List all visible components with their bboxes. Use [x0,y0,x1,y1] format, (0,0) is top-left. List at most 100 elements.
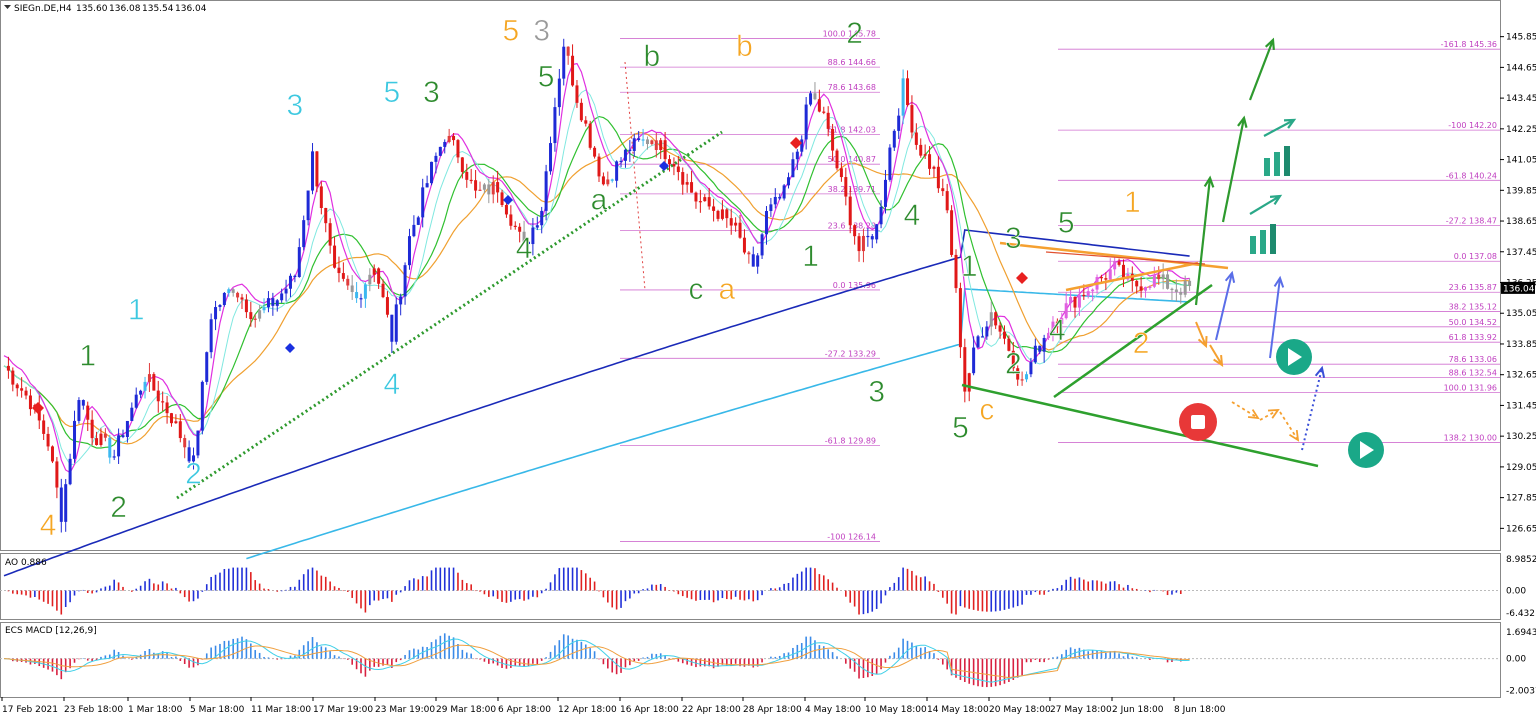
candle-body [196,430,200,456]
candle-body [632,138,636,151]
candle-body [500,192,504,206]
candle-body [1073,296,1077,308]
orange-dotted-arrow-head [1247,409,1260,420]
candle-body [187,447,191,462]
wave-label: 4 [516,232,533,265]
candle-body [103,433,107,438]
ohlc-low: 135.54 [142,4,174,14]
candle-body [690,182,694,193]
price-tick-label: 138.65 [1506,217,1536,227]
candle-body [161,401,165,403]
candle-body [584,120,588,124]
ohlc-high: 136.08 [109,4,141,14]
wave-label: 5 [1058,207,1075,240]
candle-body [1139,286,1143,291]
dropdown-triangle-icon[interactable] [4,5,11,9]
candle-body [200,381,204,431]
candle-body [870,236,874,240]
fib-level-label: -100 142.20 [1448,121,1497,130]
candle-body [1064,303,1068,319]
candle-body [434,155,438,162]
rising-support-line [1053,283,1213,399]
candle-body [266,298,270,308]
fib-level-label: -27.2 138.47 [1446,217,1497,226]
blue-up-arrow [1215,272,1233,341]
fib-level-label: 23.6 135.87 [1449,283,1497,292]
time-tick-label: 17 Feb 2021 [2,705,58,715]
candle-body [914,132,918,145]
candle-body [989,312,993,327]
candle-body [967,373,971,392]
candle-body [888,147,892,180]
candle-body [412,224,416,237]
candle-body [337,267,341,274]
fib-level-label: 61.8 133.92 [1449,333,1497,342]
candle-body [747,252,751,255]
candle-body [1148,286,1152,288]
candle-body [839,168,843,178]
ao-tick-label: -6.432 [1506,609,1535,619]
candle-body [857,236,861,252]
candle-body [1170,288,1174,291]
candle-body [496,182,500,193]
candle-body [407,236,411,266]
price-tick-label: 132.65 [1506,371,1536,381]
fib-level-label: 78.6 143.68 [828,83,876,92]
candle-body [81,400,85,406]
candle-body [742,237,746,253]
macd-panel[interactable] [0,622,1501,698]
candle-body [760,234,764,256]
ao-panel[interactable] [0,553,1501,620]
candle-body [1029,362,1033,375]
blue-up-arrow [1269,277,1281,359]
candle-body [46,433,50,447]
red-diamond-marker [32,402,44,414]
price-tick-label: 139.85 [1506,186,1536,196]
candle-body [112,456,116,458]
fib-level-label: 88.6 132.54 [1449,369,1497,378]
candle-body [359,298,363,300]
ohlc-open: 135.60 [76,4,108,14]
candle-body [293,275,297,277]
candle-body [346,278,350,286]
price-panel[interactable] [0,0,1501,551]
candle-body [681,172,685,185]
candle-body [844,177,848,197]
candle-body [244,299,248,313]
wave-label: a [718,273,735,306]
candle-body [716,210,720,219]
candle-body [623,149,627,161]
candle-body [68,458,72,485]
wave-label: 4 [40,509,57,542]
mini-bar-chart-icon [1284,146,1290,176]
candle-body [531,227,535,245]
mini-bar-chart-icon [1270,224,1276,254]
candle-body [663,140,667,160]
candle-body [795,151,799,160]
candle-body [950,210,954,255]
time-tick-label: 27 May 18:00 [1050,705,1112,715]
turquoise-moving-average-line [3,89,1190,465]
candle-body [152,374,156,391]
candle-body [958,288,962,348]
macd-indicator-label: ECS MACD [12,26,9] [5,626,97,636]
candle-body [258,310,262,319]
time-tick-label: 22 Apr 18:00 [682,705,741,715]
candle-body [183,438,187,448]
candle-body [540,210,544,226]
candle-body [535,225,539,228]
candle-body [826,112,830,129]
time-tick-label: 6 Apr 18:00 [498,705,551,715]
candle-body [178,421,182,439]
candle-body [822,111,826,113]
candle-body [262,307,266,311]
red-diamond-marker [1016,272,1028,284]
candle-body [416,217,420,225]
candle-body [227,289,231,293]
candle-body [809,93,813,105]
time-tick-label: 23 Mar 19:00 [375,705,435,715]
blue-diamond-marker [285,343,295,353]
ao-indicator-label: AO 0.886 [5,558,47,568]
candle-body [174,421,178,424]
